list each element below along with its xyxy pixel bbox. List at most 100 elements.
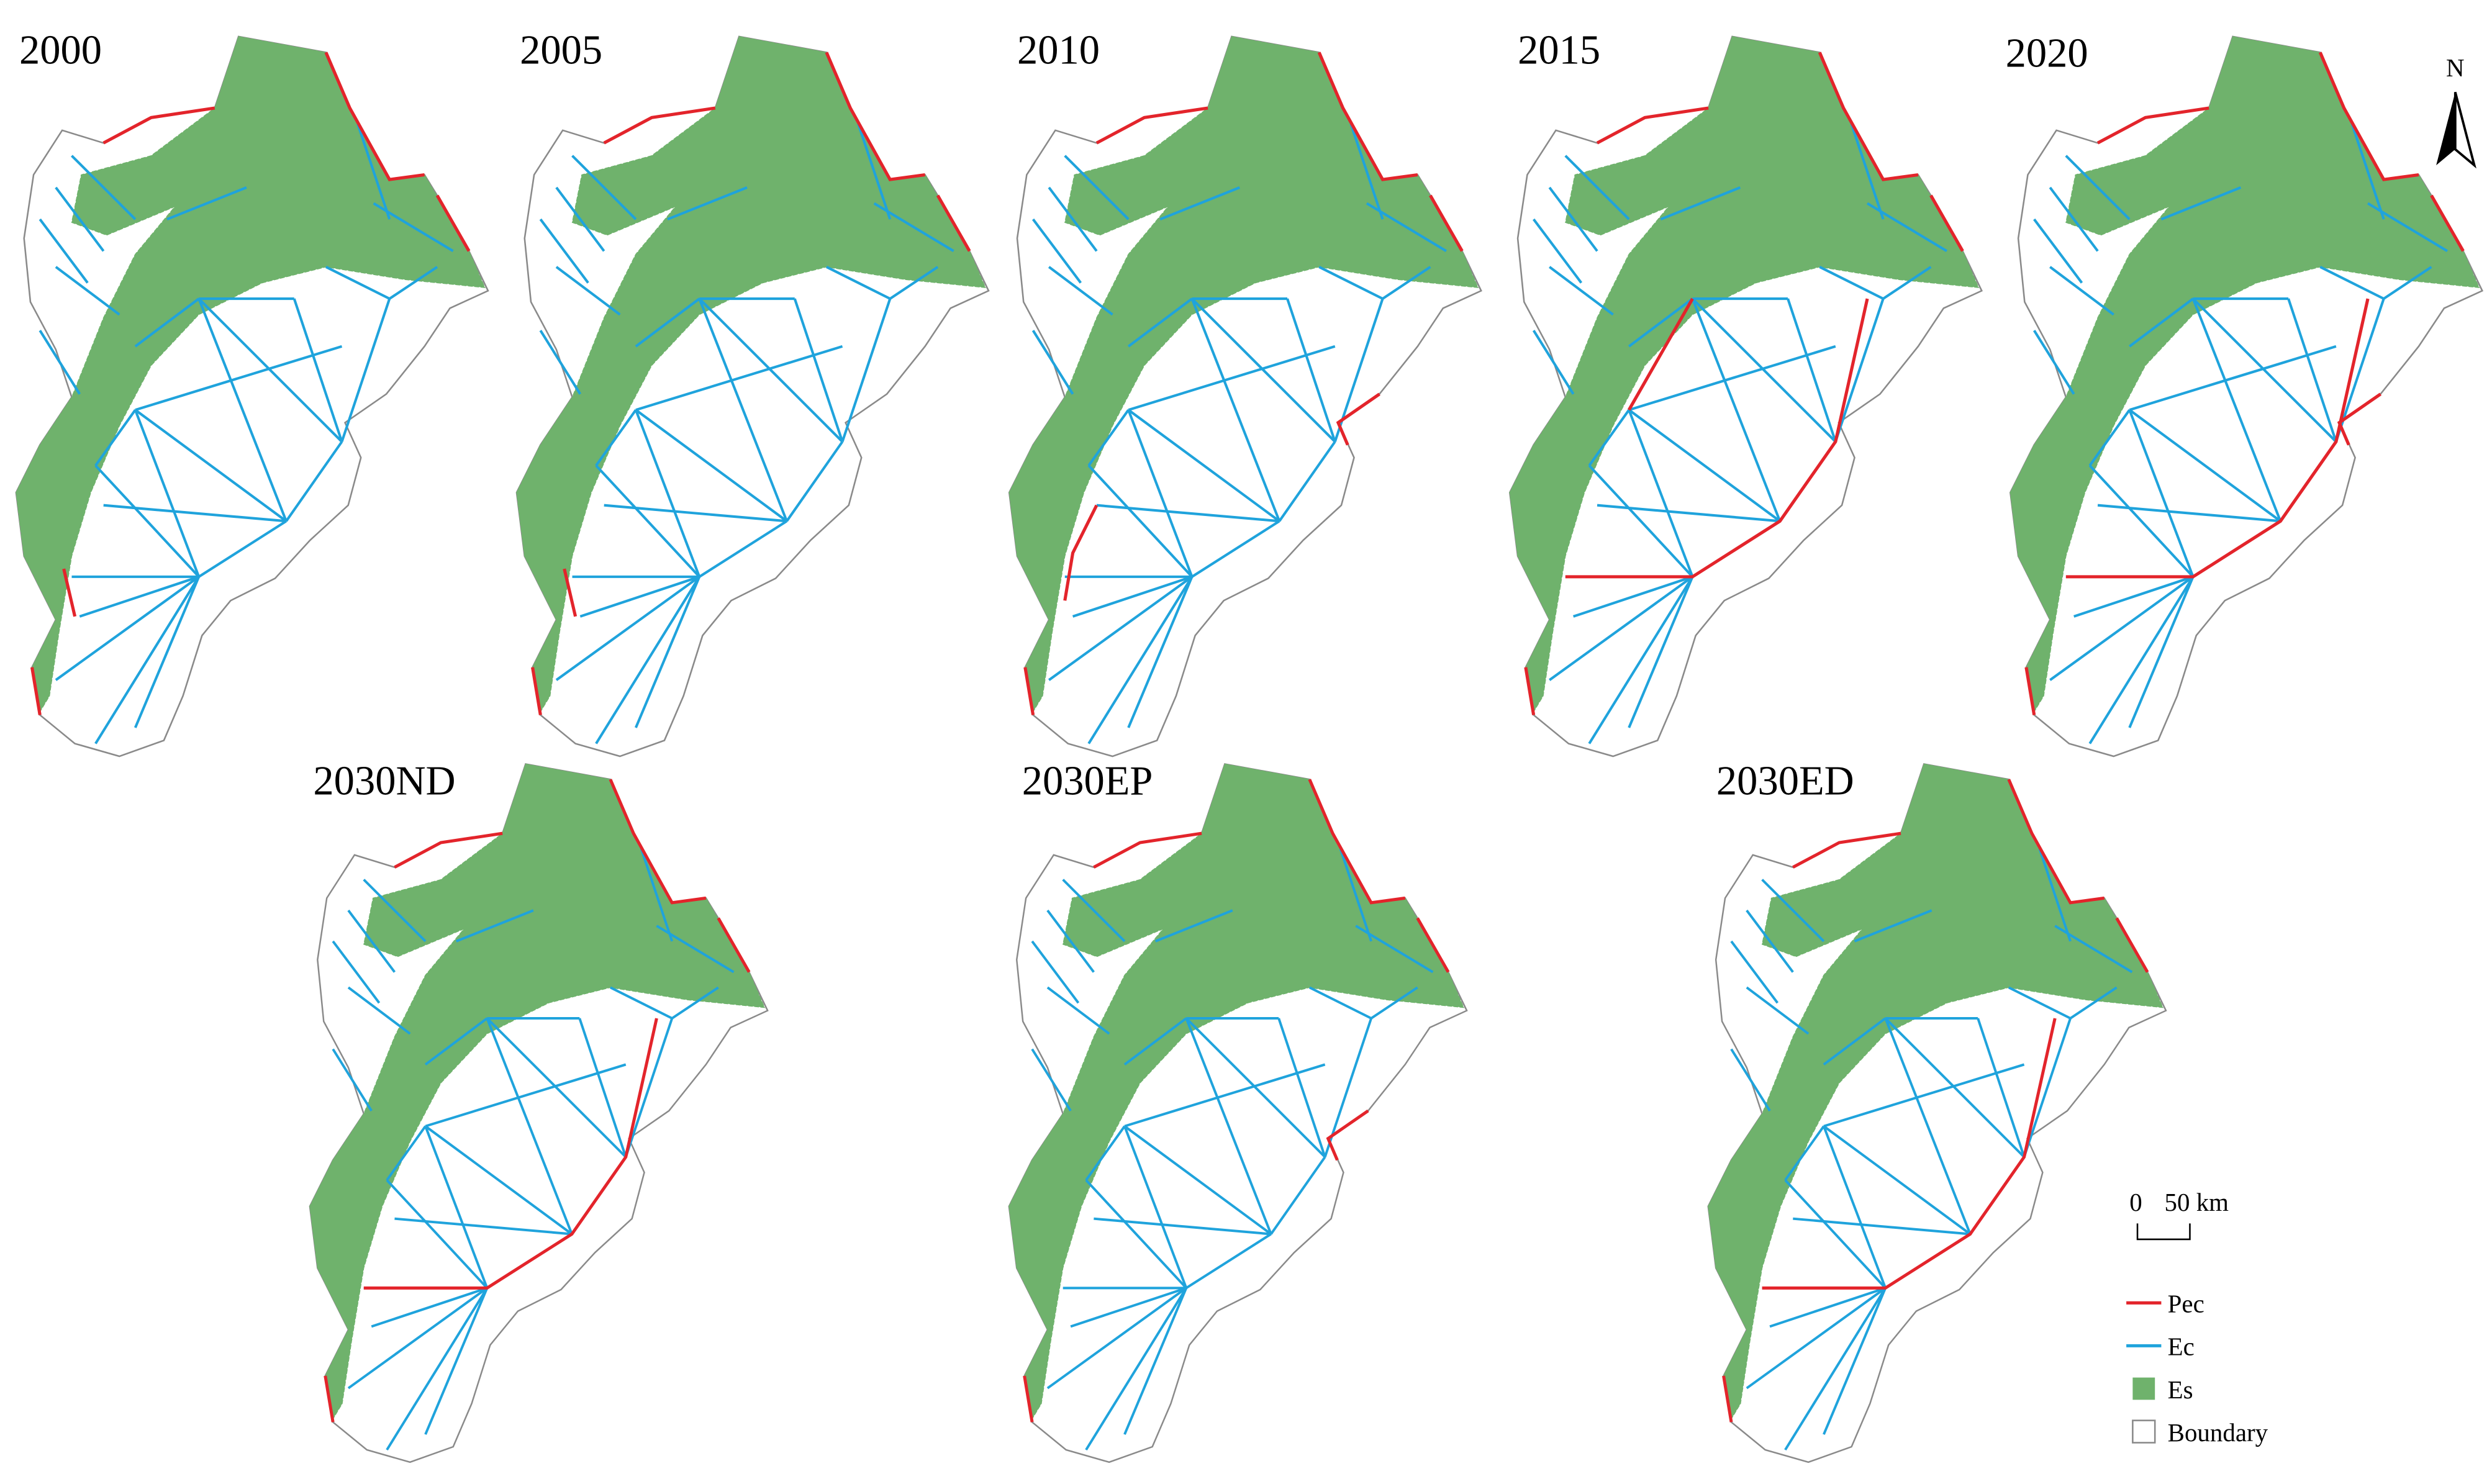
map-panel — [2009, 35, 2484, 758]
ecological-corridor — [1834, 298, 1885, 443]
ecological-corridor — [1823, 1125, 1971, 1236]
north-label: N — [2446, 54, 2465, 82]
panel-label: 2005 — [520, 27, 602, 73]
ecological-corridor — [2065, 155, 2131, 220]
north-arrow-left — [2436, 92, 2455, 166]
ecological-corridor — [1123, 1017, 1187, 1066]
potential-corridor — [603, 106, 716, 145]
map-panel — [1008, 763, 1468, 1464]
ecological-corridor — [1127, 409, 1194, 577]
ecological-corridor — [1787, 298, 1837, 443]
ecological-corridor — [332, 1048, 373, 1111]
ecological-corridor — [1031, 940, 1080, 1004]
ecological-corridor — [1127, 576, 1194, 728]
legend-label: Pec — [2168, 1290, 2204, 1318]
potential-corridor — [1023, 667, 1035, 715]
ecological-corridor — [1628, 576, 1694, 728]
ecological-corridor — [197, 298, 288, 522]
ecological-corridor — [356, 123, 391, 220]
ecological-corridor — [1769, 1287, 1886, 1328]
potential-corridor — [363, 1018, 658, 1290]
ecological-source — [1008, 763, 1465, 1421]
potential-corridor — [1524, 667, 1536, 715]
ecological-corridor — [103, 504, 287, 523]
ecological-corridor — [1191, 297, 1336, 443]
potential-corridor — [1023, 1375, 1034, 1423]
ecological-corridor — [347, 986, 411, 1035]
ecological-corridor — [1123, 1125, 1272, 1236]
ecological-corridor — [1128, 345, 1336, 412]
ecological-corridor — [2008, 986, 2071, 1020]
ecological-corridor — [2129, 297, 2194, 348]
scale-start: 0 — [2129, 1188, 2142, 1216]
ecological-corridor — [539, 218, 589, 284]
ecological-corridor — [424, 1125, 573, 1236]
panel-label: 2010 — [1017, 27, 1100, 73]
ecological-corridor — [2097, 504, 2281, 523]
legend-label: Boundary — [2168, 1419, 2268, 1447]
ecological-corridor — [624, 1018, 674, 1158]
ecological-corridor — [1366, 202, 1447, 253]
ecological-corridor — [635, 345, 843, 412]
ecological-corridor — [1123, 1287, 1188, 1435]
ecological-corridor — [39, 218, 89, 284]
boundary — [515, 35, 990, 758]
ecological-corridor — [486, 1018, 573, 1235]
ecological-source — [1008, 36, 1479, 713]
ecological-corridor — [1349, 123, 1384, 220]
map-panel — [1707, 763, 2167, 1464]
potential-corridor — [1792, 831, 1901, 869]
ecological-corridor — [1382, 266, 1431, 300]
ecological-corridor — [2129, 345, 2337, 412]
ecological-corridor — [1597, 504, 1780, 523]
ecological-corridor — [1533, 218, 1583, 284]
ecological-corridor — [1072, 575, 1193, 618]
ecological-corridor — [340, 298, 391, 443]
potential-corridor — [2024, 667, 2036, 715]
ecological-corridor — [1588, 576, 1694, 744]
ecological-source — [516, 36, 986, 713]
ecological-corridor — [1085, 1287, 1187, 1451]
ecological-corridor — [1031, 330, 1074, 395]
potential-corridor — [1326, 1109, 1369, 1161]
potential-corridor — [394, 831, 503, 869]
legend-fill — [2132, 1377, 2155, 1400]
ecological-corridor — [1085, 1125, 1126, 1181]
ecological-corridor — [386, 1125, 427, 1181]
potential-corridor — [2430, 194, 2465, 252]
ecological-corridor — [134, 576, 201, 728]
map-panel — [309, 763, 769, 1464]
legend-label: Es — [2168, 1376, 2193, 1404]
ecological-corridor — [635, 409, 788, 522]
ecological-corridor — [79, 575, 199, 618]
ecological-corridor — [1154, 909, 1233, 943]
ecological-corridor — [857, 123, 892, 220]
ecological-corridor — [39, 330, 81, 395]
potential-corridor — [1929, 194, 1964, 252]
ecological-corridor — [579, 575, 700, 618]
ecological-corridor — [1127, 409, 1280, 522]
ecological-corridor — [1048, 266, 1113, 316]
ecological-corridor — [1628, 409, 1694, 577]
ecological-corridor — [2287, 298, 2337, 443]
ecological-corridor — [2191, 298, 2282, 522]
ecological-corridor — [1793, 1217, 1970, 1236]
ecological-corridor — [1549, 576, 1693, 681]
ecological-corridor — [2088, 576, 2195, 744]
legend-box — [2132, 1419, 2156, 1444]
potential-corridor — [324, 1375, 335, 1423]
ecological-corridor — [1031, 218, 1082, 284]
ecological-corridor — [386, 1287, 489, 1451]
scale-bracket — [2136, 1223, 2191, 1241]
ecological-corridor — [1277, 1018, 1326, 1158]
ecological-corridor — [332, 940, 381, 1004]
ecological-corridor — [425, 1063, 627, 1128]
scale-bar: 0 50 km — [2129, 1188, 2229, 1241]
ecological-corridor — [55, 576, 200, 681]
potential-corridor — [1093, 831, 1202, 869]
ecological-corridor — [2054, 925, 2133, 974]
ecological-corridor — [539, 330, 582, 395]
legend-label: Ec — [2168, 1333, 2195, 1361]
ecological-corridor — [2049, 266, 2114, 316]
ecological-corridor — [698, 298, 788, 522]
